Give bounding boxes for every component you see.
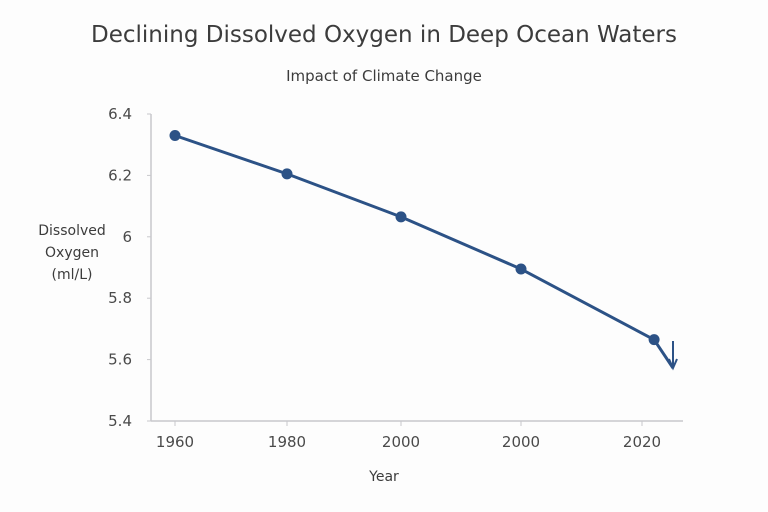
series-line <box>174 134 675 369</box>
y-tick-label: 6 <box>122 228 132 246</box>
y-axis-label-line: Dissolved <box>38 223 106 239</box>
y-axis-label-line: (ml/L) <box>51 267 93 283</box>
data-point <box>169 129 181 141</box>
y-axis-label: Dissolved Oxygen (ml/L) <box>22 220 122 286</box>
data-point <box>515 263 527 275</box>
y-tick-label: 5.6 <box>108 351 132 369</box>
y-tick-label: 6.2 <box>108 166 132 184</box>
x-axis-label: Year <box>369 469 399 485</box>
data-point <box>648 334 660 346</box>
x-tick-label: 2000 <box>382 433 420 451</box>
y-tick-label: 6.4 <box>108 105 132 123</box>
data-point <box>395 211 407 223</box>
x-tick-label: 2020 <box>623 433 661 451</box>
chart-title: Declining Dissolved Oxygen in Deep Ocean… <box>91 22 677 48</box>
data-point <box>281 168 293 180</box>
y-axis-label-line: Oxygen <box>45 245 99 261</box>
x-tick-label: 1960 <box>156 433 194 451</box>
x-tick-label: 1980 <box>268 433 306 451</box>
chart-subtitle: Impact of Climate Change <box>286 67 482 85</box>
y-tick-label: 5.4 <box>108 412 132 430</box>
x-tick-label: 2000 <box>502 433 540 451</box>
trend-down-arrow-icon <box>668 341 678 371</box>
y-tick-label: 5.8 <box>108 289 132 307</box>
